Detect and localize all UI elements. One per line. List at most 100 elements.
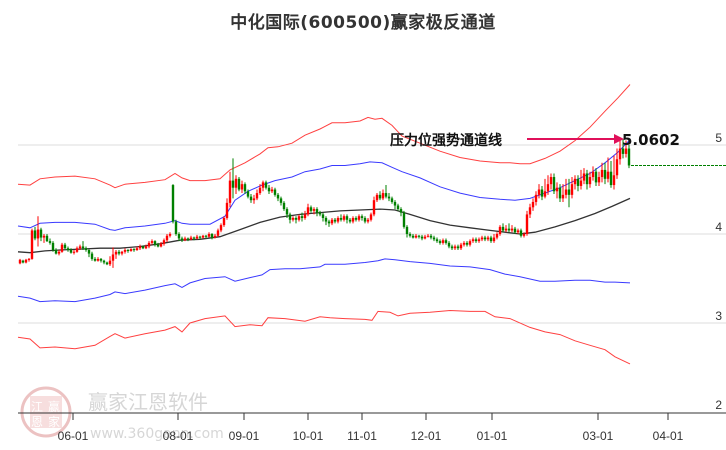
x-tick-label: 06-01 <box>58 429 89 443</box>
candle <box>90 251 94 261</box>
candle <box>423 234 427 240</box>
candle <box>54 248 58 255</box>
svg-text:恩: 恩 <box>31 415 43 429</box>
candle <box>444 238 448 245</box>
candle <box>327 219 331 227</box>
candle <box>345 214 349 224</box>
candle <box>105 261 109 266</box>
candle <box>249 193 253 203</box>
candle <box>420 234 424 241</box>
candle <box>174 219 178 236</box>
candle <box>33 226 37 241</box>
candle <box>489 235 493 243</box>
candle <box>579 169 583 190</box>
candle <box>171 184 175 224</box>
watermark-seal-icon <box>20 386 72 438</box>
candle <box>549 173 553 190</box>
candle <box>594 168 598 186</box>
x-tick-label: 10-01 <box>293 429 324 443</box>
candle <box>165 234 169 243</box>
channel-bands <box>17 84 631 365</box>
candle <box>399 207 403 217</box>
candle <box>198 235 202 240</box>
candle <box>228 171 232 208</box>
candle <box>195 234 199 240</box>
candle <box>621 139 625 159</box>
candle <box>93 257 97 262</box>
candle <box>450 244 454 251</box>
band-outer_upper <box>17 84 631 189</box>
svg-text:家: 家 <box>48 414 60 429</box>
x-tick-label: 01-01 <box>477 429 508 443</box>
x-tick-label: 09-01 <box>229 429 260 443</box>
candle <box>543 178 547 199</box>
candle <box>294 216 298 224</box>
candle <box>456 244 460 251</box>
chart-title: 中化国际(600500)赢家极反通道 <box>230 13 496 33</box>
candle <box>309 205 313 213</box>
x-tick-label: 08-01 <box>163 429 194 443</box>
candle <box>615 148 619 179</box>
candle <box>513 226 517 234</box>
candle <box>564 178 568 199</box>
candle <box>78 244 82 251</box>
candle <box>348 217 352 224</box>
candle <box>150 239 154 245</box>
candle <box>69 248 73 254</box>
candle <box>48 238 52 245</box>
candle <box>279 196 283 206</box>
candlesticks <box>18 139 631 268</box>
candle <box>588 171 592 188</box>
candle <box>138 244 142 251</box>
candle <box>354 216 358 222</box>
candle <box>255 189 259 201</box>
candle <box>99 258 103 263</box>
candle <box>576 175 580 192</box>
candle <box>51 241 55 252</box>
candle <box>402 210 406 229</box>
candle <box>525 210 529 236</box>
candle <box>498 225 502 236</box>
candle <box>426 234 430 238</box>
candle <box>570 177 574 199</box>
candle <box>261 180 265 192</box>
candle <box>252 194 256 204</box>
candle <box>246 189 250 199</box>
candle <box>201 234 205 239</box>
candle <box>342 214 346 222</box>
candle <box>471 237 475 243</box>
candle <box>483 235 487 242</box>
candle <box>66 246 70 252</box>
candle <box>207 232 211 238</box>
candle <box>465 241 469 247</box>
candle <box>510 225 514 233</box>
band-inner_lower <box>17 258 631 303</box>
candle <box>258 184 262 195</box>
candle <box>219 223 223 233</box>
candle <box>291 216 295 222</box>
candle <box>315 207 319 217</box>
candle <box>567 178 571 208</box>
candle <box>390 196 394 204</box>
candle <box>600 162 604 183</box>
candle <box>21 259 25 264</box>
candle <box>396 203 400 211</box>
candle <box>318 210 322 217</box>
candle <box>159 242 163 248</box>
candle <box>453 244 457 251</box>
candle <box>357 214 361 222</box>
candle <box>531 198 535 211</box>
candle <box>213 234 217 239</box>
candle <box>81 241 85 251</box>
candle <box>393 200 397 210</box>
y-tick-label: 5 <box>715 131 722 145</box>
candle <box>126 249 130 253</box>
annotation-value: 5.0602 <box>622 131 680 149</box>
candle <box>504 225 508 233</box>
candle <box>552 173 556 194</box>
candle <box>405 225 409 238</box>
candle <box>204 234 208 239</box>
candle <box>306 203 310 217</box>
candle <box>27 258 31 262</box>
